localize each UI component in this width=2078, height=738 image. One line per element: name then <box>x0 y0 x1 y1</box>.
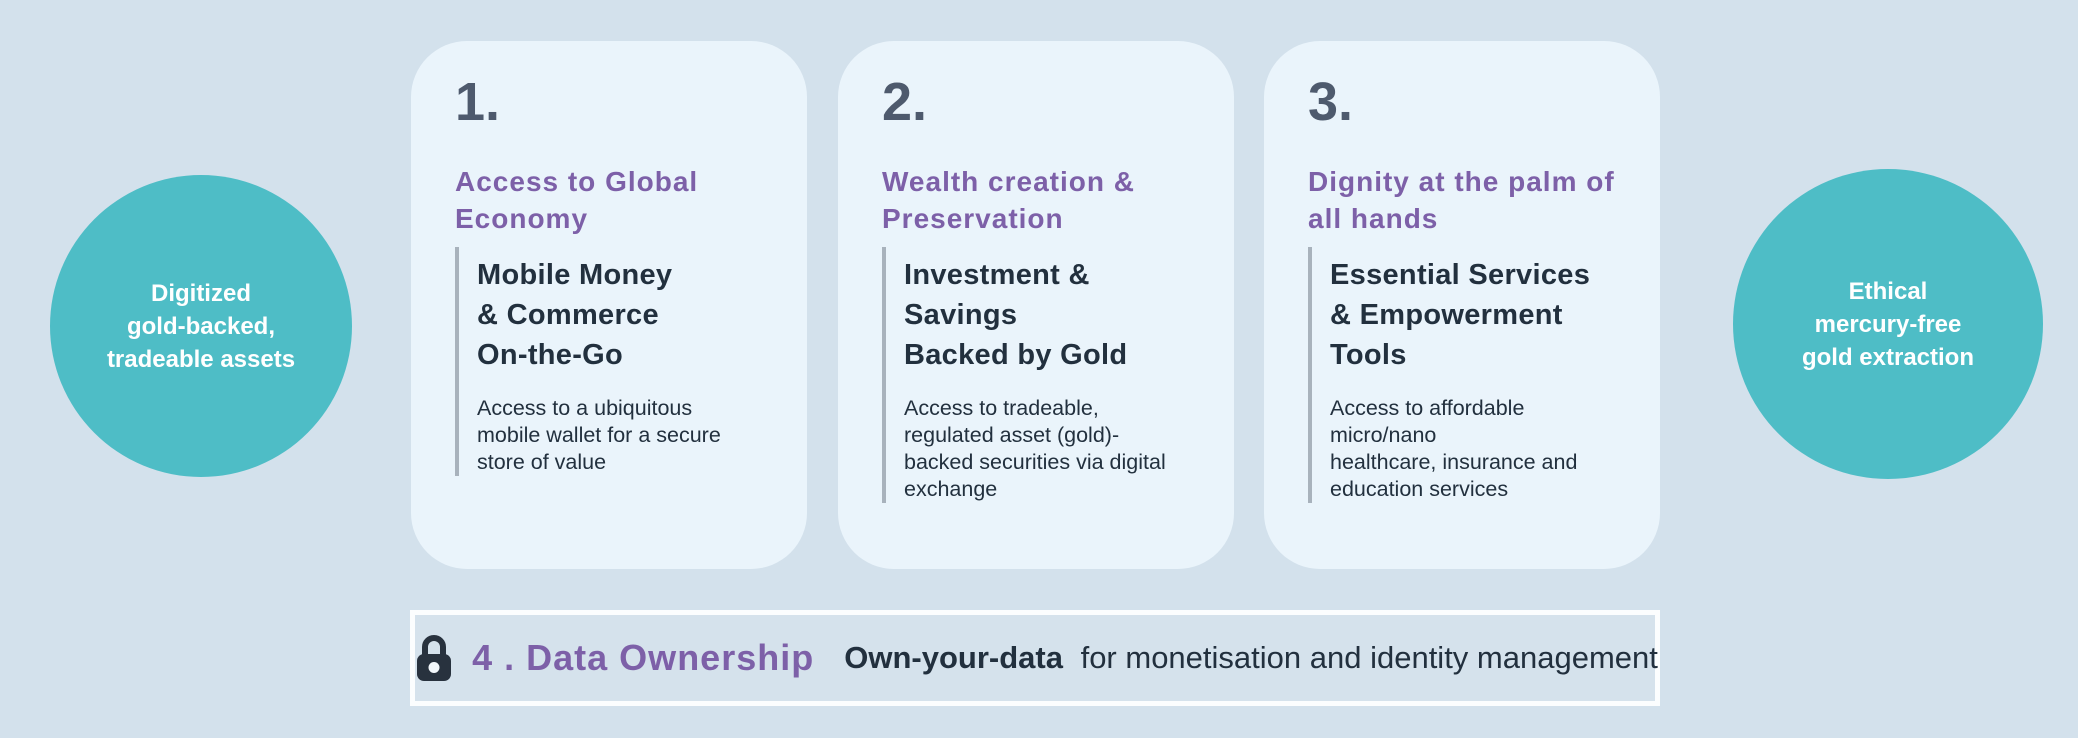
right-circle-ethical-extraction: Ethical mercury-free gold extraction <box>1733 169 2043 479</box>
card-heading: Wealth creation & Preservation <box>882 166 1135 235</box>
card-body-text: Access to affordable micro/nano healthca… <box>1330 396 1578 502</box>
banner-number-label: 4 . Data Ownership <box>472 637 815 678</box>
card-dignity: 3. Dignity at the palm of all hands Esse… <box>1264 41 1660 569</box>
card-content-block: Investment & Savings Backed by Gold Acce… <box>882 247 1200 504</box>
card-access-global-economy: 1. Access to Global Economy Mobile Money… <box>411 41 807 569</box>
left-circle-text: Digitized gold-backed, tradeable assets <box>106 279 296 373</box>
banner-text: Own-your-data for monetisation and ident… <box>844 640 1658 676</box>
right-circle-text: Ethical mercury-free gold extraction <box>1801 277 1975 371</box>
card-number: 3. <box>1308 72 1354 132</box>
card-content-block: Essential Services & Empowerment Tools A… <box>1308 247 1626 504</box>
card-body-text: Access to tradeable, regulated asset (go… <box>904 396 1166 502</box>
left-circle-digitized-assets: Digitized gold-backed, tradeable assets <box>50 175 352 477</box>
card-wealth-creation: 2. Wealth creation & Preservation Invest… <box>838 41 1234 569</box>
banner-rest-text: for monetisation and identity management <box>1080 640 1658 675</box>
card-subheading: Essential Services & Empowerment Tools <box>1330 259 1591 372</box>
card-heading: Dignity at the palm of all hands <box>1308 166 1615 235</box>
data-ownership-banner: 4 . Data Ownership Own-your-data for mon… <box>410 610 1660 706</box>
lock-icon <box>412 633 456 683</box>
card-content-block: Mobile Money & Commerce On-the-Go Access… <box>455 247 773 477</box>
card-heading: Access to Global Economy <box>455 166 699 235</box>
banner-bold-text: Own-your-data <box>844 640 1063 675</box>
card-body-text: Access to a ubiquitous mobile wallet for… <box>477 396 721 475</box>
card-number: 2. <box>882 72 928 132</box>
card-subheading: Investment & Savings Backed by Gold <box>904 259 1128 372</box>
card-number: 1. <box>455 72 501 132</box>
card-subheading: Mobile Money & Commerce On-the-Go <box>477 259 673 372</box>
